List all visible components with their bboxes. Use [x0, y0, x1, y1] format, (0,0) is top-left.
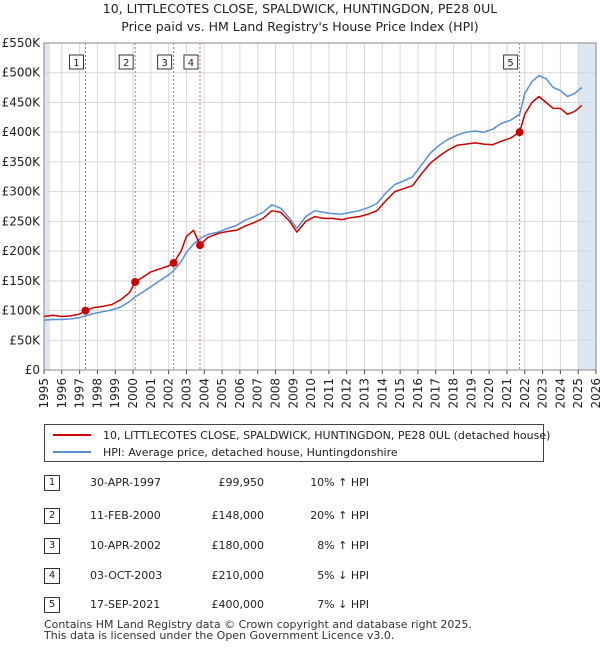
- x-tick-label: 1999: [108, 378, 122, 409]
- legend-label-hpi: HPI: Average price, detached house, Hunt…: [103, 445, 398, 459]
- sale-hpi-diff: 5% ↓ HPI: [317, 569, 369, 582]
- y-tick-label: £100K: [2, 304, 42, 318]
- sale-price: £148,000: [211, 509, 265, 522]
- legend-swatch-property: [53, 434, 91, 436]
- shaded-range: [44, 43, 50, 370]
- plot-area: [44, 43, 596, 370]
- x-tick-label: 2008: [268, 378, 282, 409]
- price-chart: £0 £50K £100K £150K £200K £250K £300K £350K £400…: [2, 36, 600, 409]
- sale-point: [131, 278, 140, 287]
- x-tick-label: 2022: [518, 378, 532, 409]
- sale-price: £180,000: [211, 539, 265, 552]
- legend-item-hpi: HPI: Average price, detached house, Hunt…: [53, 444, 398, 460]
- sale-hpi-diff: 10% ↑ HPI: [310, 476, 369, 489]
- x-tick-label: 2003: [179, 378, 193, 409]
- shaded-range: [578, 43, 596, 370]
- x-tick-label: 2002: [162, 378, 176, 409]
- x-tick-label: 1998: [90, 378, 104, 409]
- x-tick-label: 2012: [340, 378, 354, 409]
- x-tick-label: 2004: [197, 378, 211, 409]
- x-tick-label: 2006: [233, 378, 247, 409]
- sale-date: 03-OCT-2003: [90, 569, 163, 582]
- x-tick-label: 2010: [304, 378, 318, 409]
- hpi-series-line: [43, 74, 583, 321]
- x-tick-label: 2018: [447, 378, 461, 409]
- x-tick-label: 2024: [553, 378, 567, 409]
- x-tick-label: 2025: [571, 378, 585, 409]
- x-tick-label: 2011: [322, 378, 336, 409]
- x-tick-label: 2007: [251, 378, 265, 409]
- sale-label-box: [183, 54, 199, 70]
- sale-point: [169, 258, 178, 267]
- x-tick-label: 2014: [375, 378, 389, 409]
- sale-date: 11-FEB-2000: [90, 509, 161, 522]
- sale-label-text: 1: [73, 58, 79, 69]
- legend-item-property: 10, LITTLECOTES CLOSE, SPALDWICK, HUNTIN…: [53, 427, 550, 443]
- x-tick-label: 1996: [55, 378, 69, 409]
- sale-number-badge: 2: [44, 508, 60, 524]
- legend: 10, LITTLECOTES CLOSE, SPALDWICK, HUNTIN…: [44, 424, 550, 462]
- footer-copyright: Contains HM Land Registry data © Crown c…: [44, 618, 472, 631]
- x-tick-label: 2020: [482, 378, 496, 409]
- sale-label-box: [118, 54, 134, 70]
- y-tick-label: £500K: [2, 66, 42, 80]
- y-tick-label: £350K: [2, 155, 42, 169]
- sale-hpi-diff: 8% ↑ HPI: [317, 539, 369, 552]
- chart-title: 10, LITTLECOTES CLOSE, SPALDWICK, HUNTIN…: [102, 1, 498, 16]
- chart-title-block: 10, LITTLECOTES CLOSE, SPALDWICK, HUNTIN…: [0, 0, 600, 36]
- x-tick-label: 2001: [144, 378, 158, 409]
- sale-date: 30-APR-1997: [90, 476, 162, 489]
- y-tick-label: £150K: [2, 274, 42, 288]
- sale-number-badge: 1: [44, 475, 60, 491]
- x-tick-label: 2013: [358, 378, 372, 409]
- sale-hpi-diff: 20% ↑ HPI: [310, 509, 369, 522]
- sale-number-badge: 3: [44, 538, 60, 554]
- sale-label-box: [503, 54, 519, 70]
- sale-point: [195, 241, 204, 250]
- chart-subtitle: Price paid vs. HM Land Registry's House …: [121, 19, 479, 34]
- y-tick-label: £450K: [2, 95, 42, 109]
- sale-date: 10-APR-2002: [90, 539, 162, 552]
- sale-point: [81, 306, 90, 315]
- sale-number-badge: 5: [44, 597, 60, 613]
- sale-label-text: 5: [507, 58, 513, 69]
- sale-number-badge: 4: [44, 568, 60, 584]
- x-tick-label: 2015: [393, 378, 407, 409]
- y-tick-label: £50K: [9, 333, 41, 347]
- y-tick-label: £400K: [2, 125, 42, 139]
- sale-date: 17-SEP-2021: [90, 598, 161, 611]
- footer: Contains HM Land Registry data © Crown c…: [44, 619, 472, 641]
- sale-price: £400,000: [211, 598, 265, 611]
- y-tick-label: £0: [25, 363, 40, 377]
- legend-swatch-hpi: [53, 451, 91, 453]
- x-tick-label: 2023: [536, 378, 550, 409]
- plot-border: [43, 42, 597, 371]
- y-tick-label: £550K: [2, 36, 42, 50]
- sale-label-text: 3: [161, 58, 167, 69]
- sale-price: £99,950: [218, 476, 265, 489]
- footer-licence: This data is licensed under the Open Gov…: [44, 629, 395, 642]
- sale-label-box: [68, 54, 84, 70]
- x-tick-label: 2026: [589, 378, 600, 409]
- x-tick-label: 2009: [286, 378, 300, 409]
- y-tick-label: £300K: [2, 185, 42, 199]
- sale-price: £210,000: [211, 569, 265, 582]
- x-tick-label: 2021: [500, 378, 514, 409]
- y-tick-label: £200K: [2, 244, 42, 258]
- sale-point: [515, 128, 524, 137]
- x-tick-label: 2017: [429, 378, 443, 409]
- x-tick-label: 1995: [37, 378, 51, 409]
- sale-label-box: [157, 54, 173, 70]
- x-tick-label: 2016: [411, 378, 425, 409]
- x-tick-label: 2019: [464, 378, 478, 409]
- x-tick-label: 1997: [73, 378, 87, 409]
- x-tick-label: 2000: [126, 378, 140, 409]
- sale-hpi-diff: 7% ↓ HPI: [317, 598, 369, 611]
- sale-label-text: 4: [188, 58, 194, 69]
- sale-label-text: 2: [123, 58, 129, 69]
- x-tick-label: 2005: [215, 378, 229, 409]
- y-tick-label: £250K: [2, 214, 42, 228]
- legend-label-property: 10, LITTLECOTES CLOSE, SPALDWICK, HUNTIN…: [103, 428, 551, 442]
